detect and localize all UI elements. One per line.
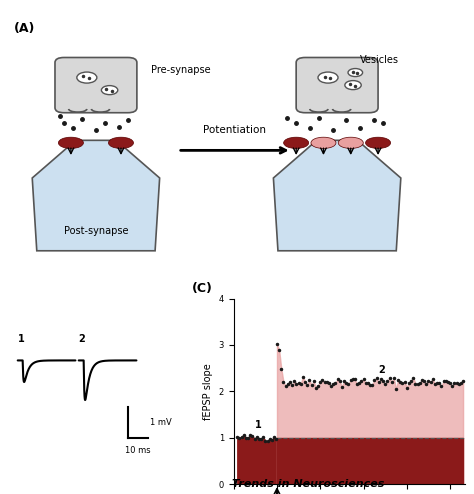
Circle shape [348, 69, 363, 77]
Circle shape [101, 85, 118, 95]
Circle shape [77, 72, 97, 83]
Text: (C): (C) [192, 282, 213, 295]
Ellipse shape [365, 137, 391, 149]
Text: 1: 1 [255, 420, 262, 430]
Y-axis label: fEPSP slope: fEPSP slope [203, 363, 213, 420]
Text: Post-synapse: Post-synapse [64, 226, 128, 236]
Text: Trends in Neurosciences: Trends in Neurosciences [232, 479, 384, 489]
Text: Potentiation: Potentiation [203, 125, 266, 135]
Text: 2: 2 [378, 365, 385, 375]
Circle shape [318, 72, 338, 83]
Text: 1 mV: 1 mV [150, 418, 172, 427]
Text: 1: 1 [18, 334, 24, 344]
Text: 10 ms: 10 ms [125, 446, 151, 455]
FancyBboxPatch shape [55, 57, 137, 113]
Ellipse shape [109, 137, 134, 149]
Ellipse shape [311, 137, 336, 149]
Polygon shape [32, 140, 160, 251]
Text: 2: 2 [79, 334, 85, 344]
FancyBboxPatch shape [296, 57, 378, 113]
Text: Vesicles: Vesicles [360, 55, 399, 65]
Circle shape [345, 81, 361, 89]
Ellipse shape [58, 137, 83, 149]
Ellipse shape [283, 137, 309, 149]
Polygon shape [273, 140, 401, 251]
Text: Pre-synapse: Pre-synapse [151, 65, 210, 75]
Text: (A): (A) [14, 22, 36, 36]
Ellipse shape [338, 137, 363, 149]
